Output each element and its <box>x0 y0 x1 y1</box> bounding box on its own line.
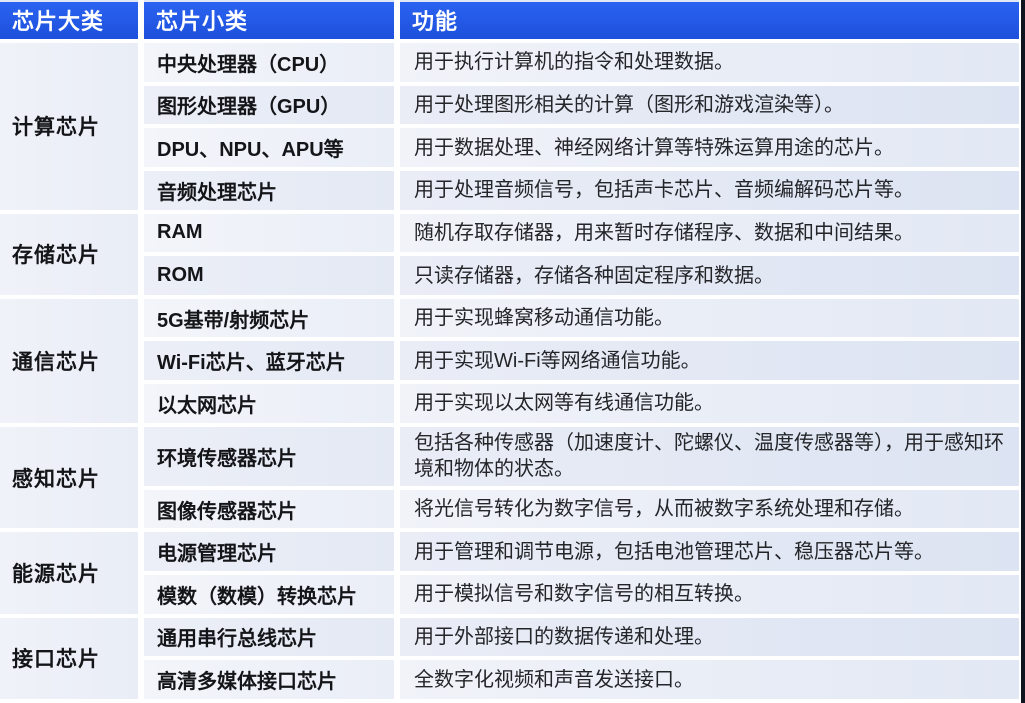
table-row: Wi-Fi芯片、蓝牙芯片 用于实现Wi-Fi等网络通信功能。 <box>0 339 1021 385</box>
function-cell: 将光信号转化为数字信号，从而被数字系统处理和存储。 <box>397 487 1021 533</box>
table-row: 以太网芯片 用于实现以太网等有线通信功能。 <box>0 382 1021 427</box>
table-header: 芯片大类 芯片小类 功能 <box>0 0 1021 43</box>
table-row: 图像传感器芯片 将光信号转化为数字信号，从而被数字系统处理和存储。 <box>0 487 1021 533</box>
subtype-cell: 高清多媒体接口芯片 <box>141 658 400 703</box>
table-row: 存储芯片 RAM 随机存取存储器，用来暂时存储程序、数据和中间结果。 <box>0 211 1021 299</box>
table-body: 计算芯片 中央处理器（CPU） 用于执行计算机的指令和处理数据。 图形处理器（GPU）… <box>0 41 1021 703</box>
function-cell: 用于处理图形相关的计算（图形和游戏渲染等）。 <box>397 83 1021 129</box>
category-cell: 感知芯片 <box>0 424 144 533</box>
header-cell-function: 功能 <box>397 0 1021 43</box>
subtype-cell: RAM <box>141 211 400 257</box>
subtype-cell: 音频处理芯片 <box>141 168 400 214</box>
header-row: 芯片大类 芯片小类 功能 <box>0 0 1021 43</box>
function-cell: 包括各种传感器（加速度计、陀螺仪、温度传感器等），用于感知环境和物体的状态。 <box>397 424 1021 490</box>
subtype-cell: DPU、NPU、APU等 <box>141 126 400 171</box>
table-row: 图形处理器（GPU） 用于处理图形相关的计算（图形和游戏渲染等）。 <box>0 83 1021 129</box>
header-cell-category: 芯片大类 <box>0 0 144 43</box>
category-cell: 通信芯片 <box>0 296 144 427</box>
header-cell-subtype: 芯片小类 <box>141 0 400 43</box>
function-cell: 用于管理和调节电源，包括电池管理芯片、稳压器芯片等。 <box>397 530 1021 575</box>
category-cell: 接口芯片 <box>0 615 144 703</box>
table-row: 接口芯片 通用串行总线芯片 用于外部接口的数据传递和处理。 <box>0 615 1021 703</box>
function-cell: 用于执行计算机的指令和处理数据。 <box>397 41 1021 86</box>
table-row: 高清多媒体接口芯片 全数字化视频和声音发送接口。 <box>0 658 1021 703</box>
subtype-cell: 图像传感器芯片 <box>141 487 400 533</box>
function-cell: 用于外部接口的数据传递和处理。 <box>397 615 1021 661</box>
table-row: 计算芯片 中央处理器（CPU） 用于执行计算机的指令和处理数据。 <box>0 41 1021 214</box>
subtype-cell: 5G基带/射频芯片 <box>141 296 400 342</box>
table-row: DPU、NPU、APU等 用于数据处理、神经网络计算等特殊运算用途的芯片。 <box>0 126 1021 171</box>
function-cell: 用于实现Wi-Fi等网络通信功能。 <box>397 339 1021 385</box>
function-cell: 用于数据处理、神经网络计算等特殊运算用途的芯片。 <box>397 126 1021 171</box>
subtype-cell: ROM <box>141 254 400 299</box>
screen-right-edge <box>1021 0 1025 703</box>
category-cell: 计算芯片 <box>0 41 144 214</box>
table-row: 感知芯片 环境传感器芯片 包括各种传感器（加速度计、陀螺仪、温度传感器等），用于感知… <box>0 424 1021 533</box>
subtype-cell: 环境传感器芯片 <box>141 424 400 490</box>
subtype-cell: 以太网芯片 <box>141 382 400 427</box>
subtype-cell: Wi-Fi芯片、蓝牙芯片 <box>141 339 400 385</box>
subtype-cell: 中央处理器（CPU） <box>141 41 400 86</box>
subtype-cell: 图形处理器（GPU） <box>141 83 400 129</box>
table-row: 通信芯片 5G基带/射频芯片 用于实现蜂窝移动通信功能。 <box>0 296 1021 427</box>
subtype-cell: 模数（数模）转换芯片 <box>141 573 400 618</box>
function-cell: 用于模拟信号和数字信号的相互转换。 <box>397 573 1021 618</box>
subtype-cell: 电源管理芯片 <box>141 530 400 575</box>
function-cell: 用于实现蜂窝移动通信功能。 <box>397 296 1021 342</box>
function-cell: 用于实现以太网等有线通信功能。 <box>397 382 1021 427</box>
subtype-cell: 通用串行总线芯片 <box>141 615 400 661</box>
category-cell: 存储芯片 <box>0 211 144 299</box>
table-row: 模数（数模）转换芯片 用于模拟信号和数字信号的相互转换。 <box>0 573 1021 618</box>
category-cell: 能源芯片 <box>0 530 144 618</box>
function-cell: 只读存储器，存储各种固定程序和数据。 <box>397 254 1021 299</box>
function-cell: 随机存取存储器，用来暂时存储程序、数据和中间结果。 <box>397 211 1021 257</box>
table-row: 能源芯片 电源管理芯片 用于管理和调节电源，包括电池管理芯片、稳压器芯片等。 <box>0 530 1021 618</box>
table-row: ROM 只读存储器，存储各种固定程序和数据。 <box>0 254 1021 299</box>
table-row: 音频处理芯片 用于处理音频信号，包括声卡芯片、音频编解码芯片等。 <box>0 168 1021 214</box>
function-cell: 全数字化视频和声音发送接口。 <box>397 658 1021 703</box>
function-cell: 用于处理音频信号，包括声卡芯片、音频编解码芯片等。 <box>397 168 1021 214</box>
